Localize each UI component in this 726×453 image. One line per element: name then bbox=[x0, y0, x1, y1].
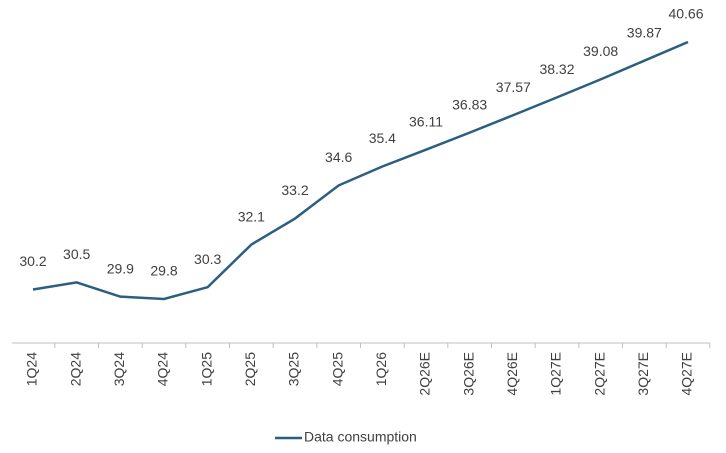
data-label: 35.4 bbox=[369, 130, 396, 146]
data-label: 29.9 bbox=[107, 260, 134, 276]
x-tick-label: 3Q27E bbox=[635, 352, 651, 396]
x-tick-label: 1Q26 bbox=[373, 352, 389, 386]
data-label: 36.11 bbox=[409, 113, 443, 129]
x-tick-label: 3Q25 bbox=[286, 352, 302, 386]
data-label: 40.66 bbox=[668, 6, 703, 22]
x-tick-label: 3Q26E bbox=[460, 352, 476, 396]
x-tick-label: 2Q25 bbox=[242, 352, 258, 386]
data-label: 30.2 bbox=[19, 253, 46, 269]
x-tick-label: 3Q24 bbox=[111, 352, 127, 386]
data-label: 39.08 bbox=[583, 43, 618, 59]
data-label: 36.83 bbox=[452, 96, 487, 112]
data-label: 34.6 bbox=[325, 149, 352, 165]
data-label: 33.2 bbox=[281, 182, 308, 198]
data-label: 29.8 bbox=[150, 263, 177, 279]
data-label: 37.57 bbox=[496, 79, 531, 95]
x-tick-label: 4Q24 bbox=[155, 352, 171, 386]
x-tick-label: 2Q27E bbox=[591, 352, 607, 396]
data-line bbox=[32, 40, 689, 301]
x-tick-label: 4Q27E bbox=[679, 352, 695, 396]
data-label: 39.87 bbox=[627, 24, 662, 40]
data-label: 38.32 bbox=[539, 61, 574, 77]
data-label: 32.1 bbox=[238, 208, 265, 224]
legend-label: Data consumption bbox=[304, 429, 417, 445]
x-tick-label: 2Q24 bbox=[67, 352, 83, 386]
x-tick-label: 2Q26E bbox=[417, 352, 433, 396]
x-tick-label: 4Q25 bbox=[329, 352, 345, 386]
x-tick-label: 1Q24 bbox=[24, 352, 40, 386]
data-label: 30.3 bbox=[194, 251, 221, 267]
x-tick-label: 1Q25 bbox=[198, 352, 214, 386]
data-label: 30.5 bbox=[63, 246, 90, 262]
x-tick-label: 4Q26E bbox=[504, 352, 520, 396]
x-tick-label: 1Q27E bbox=[548, 352, 564, 396]
